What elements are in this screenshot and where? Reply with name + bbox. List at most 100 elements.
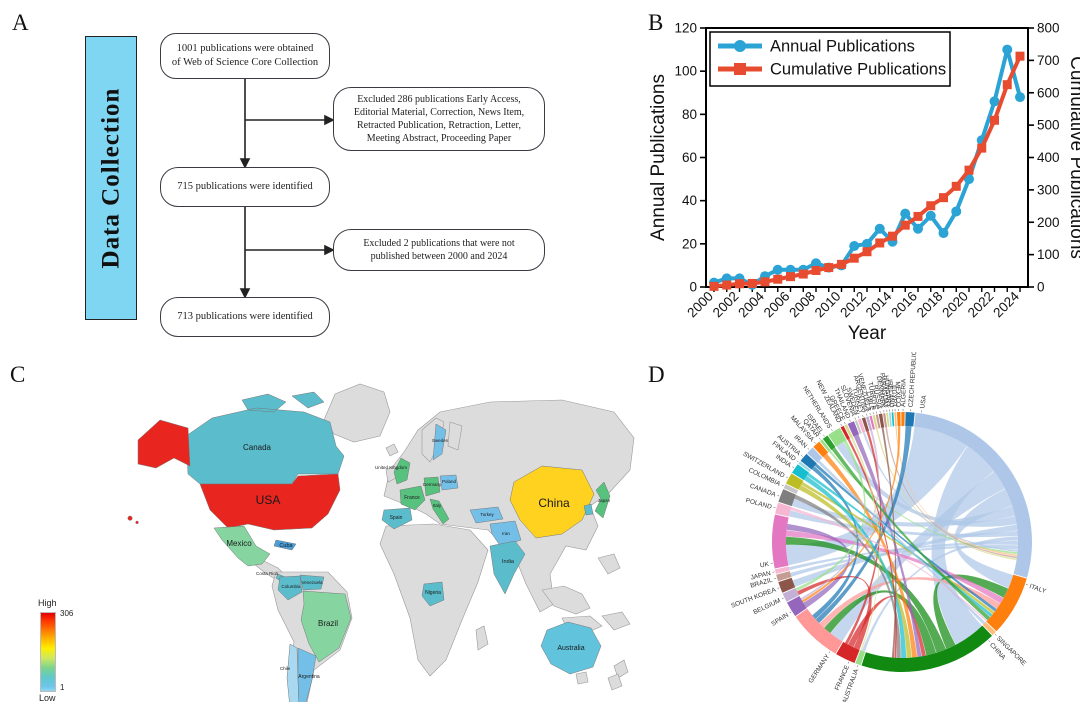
- chord-ribbon-switzerland-italy: [801, 481, 995, 615]
- country-label-germany: Germany: [423, 482, 442, 487]
- chord-country-label-germany: GERMANY: [807, 653, 831, 685]
- country-india: [489, 540, 526, 595]
- x-axis-tick: 2008: [786, 289, 818, 321]
- chord-ribbon-usa-china: [931, 446, 994, 645]
- legend-entry: Cumulative Publications: [770, 61, 946, 79]
- chord-arc-egypt: [894, 412, 897, 427]
- map-base-landmass: [253, 383, 635, 702]
- x-axis-tick: 2012: [837, 289, 869, 321]
- chord-arc-spain: [786, 596, 807, 617]
- chord-ribbon-thailand-china: [853, 434, 922, 657]
- chord-ribbon-usa-japan: [788, 540, 1018, 571]
- chord-ribbon-china-uk: [786, 536, 947, 653]
- left-axis-tick: 120: [674, 21, 697, 36]
- flow-box-excluded-1: Excluded 286 publications Early Access, …: [333, 87, 545, 151]
- chord-arc-colombia: [783, 484, 799, 495]
- map-color-legend: High 306 1 Low: [8, 598, 98, 702]
- chord-ribbon-usa-south-korea: [792, 524, 1018, 587]
- x-axis-tick: 2022: [965, 289, 997, 321]
- publications-line-chart: 0 20 40 60 80 100 120 0 100 200 300 400 500 600 700 800…: [648, 21, 1080, 345]
- country-label-france: France: [404, 495, 420, 501]
- chord-ribbon-russia-china: [881, 427, 897, 658]
- chord-country-label-hungary: HUNGARY: [882, 375, 892, 409]
- chord-arc-australia: [855, 650, 866, 666]
- chart-legend: Annual Publications Cumulative Publicatio…: [709, 31, 951, 87]
- chord-arc-poland: [775, 502, 792, 517]
- chord-arc-ireland: [891, 412, 895, 427]
- chord-arc-china: [861, 625, 993, 672]
- country-label-sweden: Sweden: [432, 438, 449, 443]
- chord-country-label-algeria: ALGERIA: [900, 378, 907, 407]
- country-canada: [185, 391, 345, 485]
- left-axis-tick: 40: [682, 193, 697, 208]
- chord-country-label-russia: RUSSIA: [871, 385, 882, 411]
- sidebar-title: Data Collection: [97, 87, 125, 269]
- chord-arc-turkey: [861, 417, 870, 432]
- left-axis-title: Annual Publications: [648, 74, 669, 241]
- country-argentina: [297, 647, 317, 702]
- chord-ribbon-france-china: [847, 595, 926, 657]
- chord-arc-thailand: [847, 421, 860, 437]
- x-axis-tick: 2006: [761, 289, 793, 321]
- cumulative-series: [709, 51, 1025, 291]
- country-label-usa: USA: [256, 493, 281, 507]
- country-japan: [594, 481, 611, 519]
- flow-box-715: 715 publications were identified: [160, 167, 330, 207]
- legend-max-value: 306: [60, 609, 74, 618]
- chord-arc-sweden: [857, 418, 866, 433]
- chord-country-label-chile: CHILE: [864, 391, 875, 412]
- country-label-spain: Spain: [390, 515, 403, 521]
- chord-ribbon-austria-germany: [811, 466, 859, 620]
- chord-ribbon-chile-usa: [876, 428, 1017, 561]
- chord-ribbon-austria-italy: [814, 463, 997, 612]
- country-spain: [381, 507, 413, 530]
- chord-arc-france: [836, 642, 860, 664]
- legend-entry: Annual Publications: [770, 38, 915, 56]
- chord-arc-algeria: [901, 412, 905, 427]
- chord-arc-singapore: [982, 622, 996, 636]
- chord-arc-south-korea: [778, 577, 796, 593]
- chord-ribbon-usa-uk: [786, 426, 968, 566]
- country-label-costarica: Costa Rica: [256, 571, 279, 576]
- x-axis-tick: 2010: [812, 289, 844, 321]
- country-label-china: China: [538, 496, 570, 510]
- right-axis-tick: 400: [1037, 150, 1060, 165]
- country-france: [399, 485, 426, 511]
- chord-arc-finland: [798, 461, 811, 473]
- country-label-venezuela: Venezuela: [301, 580, 323, 585]
- left-axis-tick: 100: [674, 64, 697, 79]
- chord-country-label-paraguay: PARAGUAY: [878, 373, 889, 409]
- country-turkey: [469, 506, 504, 524]
- flow-box-source: 1001 publications were obtained of Web o…: [160, 33, 330, 79]
- chord-arc-germany: [795, 608, 843, 654]
- chord-arc-usa: [914, 412, 1032, 578]
- legend-gradient-bar: [40, 612, 56, 692]
- right-axis-title: Cumulative Publications: [1066, 56, 1080, 259]
- legend-high-label: High: [38, 598, 57, 608]
- left-axis-tick: 80: [682, 107, 697, 122]
- country-label-uk: United Kingdom: [375, 465, 407, 470]
- country-poland: [439, 474, 459, 491]
- x-axis-tick: 2024: [990, 288, 1022, 320]
- country-italy: [429, 498, 450, 525]
- country-label-poland: Poland: [442, 479, 457, 484]
- country-uk: [393, 457, 411, 485]
- chord-ribbon-usa-germany: [830, 471, 1005, 642]
- chord-arc-canada: [778, 489, 797, 507]
- country-label-japan: Japan: [598, 498, 611, 503]
- country-alaska: [137, 419, 191, 469]
- chord-country-label-czech-republic: CZECH REPUBLIC: [908, 352, 919, 408]
- country-sweden: [432, 423, 447, 461]
- chord-arc-turkiye: [875, 414, 881, 429]
- chord-arc-belgium: [782, 588, 799, 602]
- country-colombia: [277, 575, 303, 601]
- chord-arc-malaysia: [813, 441, 829, 458]
- left-axis-tick: 20: [682, 236, 697, 251]
- chord-arc-austria: [800, 453, 817, 470]
- right-axis-tick: 800: [1037, 21, 1060, 36]
- chord-ribbon-usa-italy: [954, 488, 1014, 589]
- data-collection-sidebar: Data Collection: [85, 36, 137, 320]
- chord-country-label-usa: USA: [919, 394, 928, 409]
- chord-arc-denmark: [883, 413, 888, 428]
- country-brazil: [300, 590, 352, 663]
